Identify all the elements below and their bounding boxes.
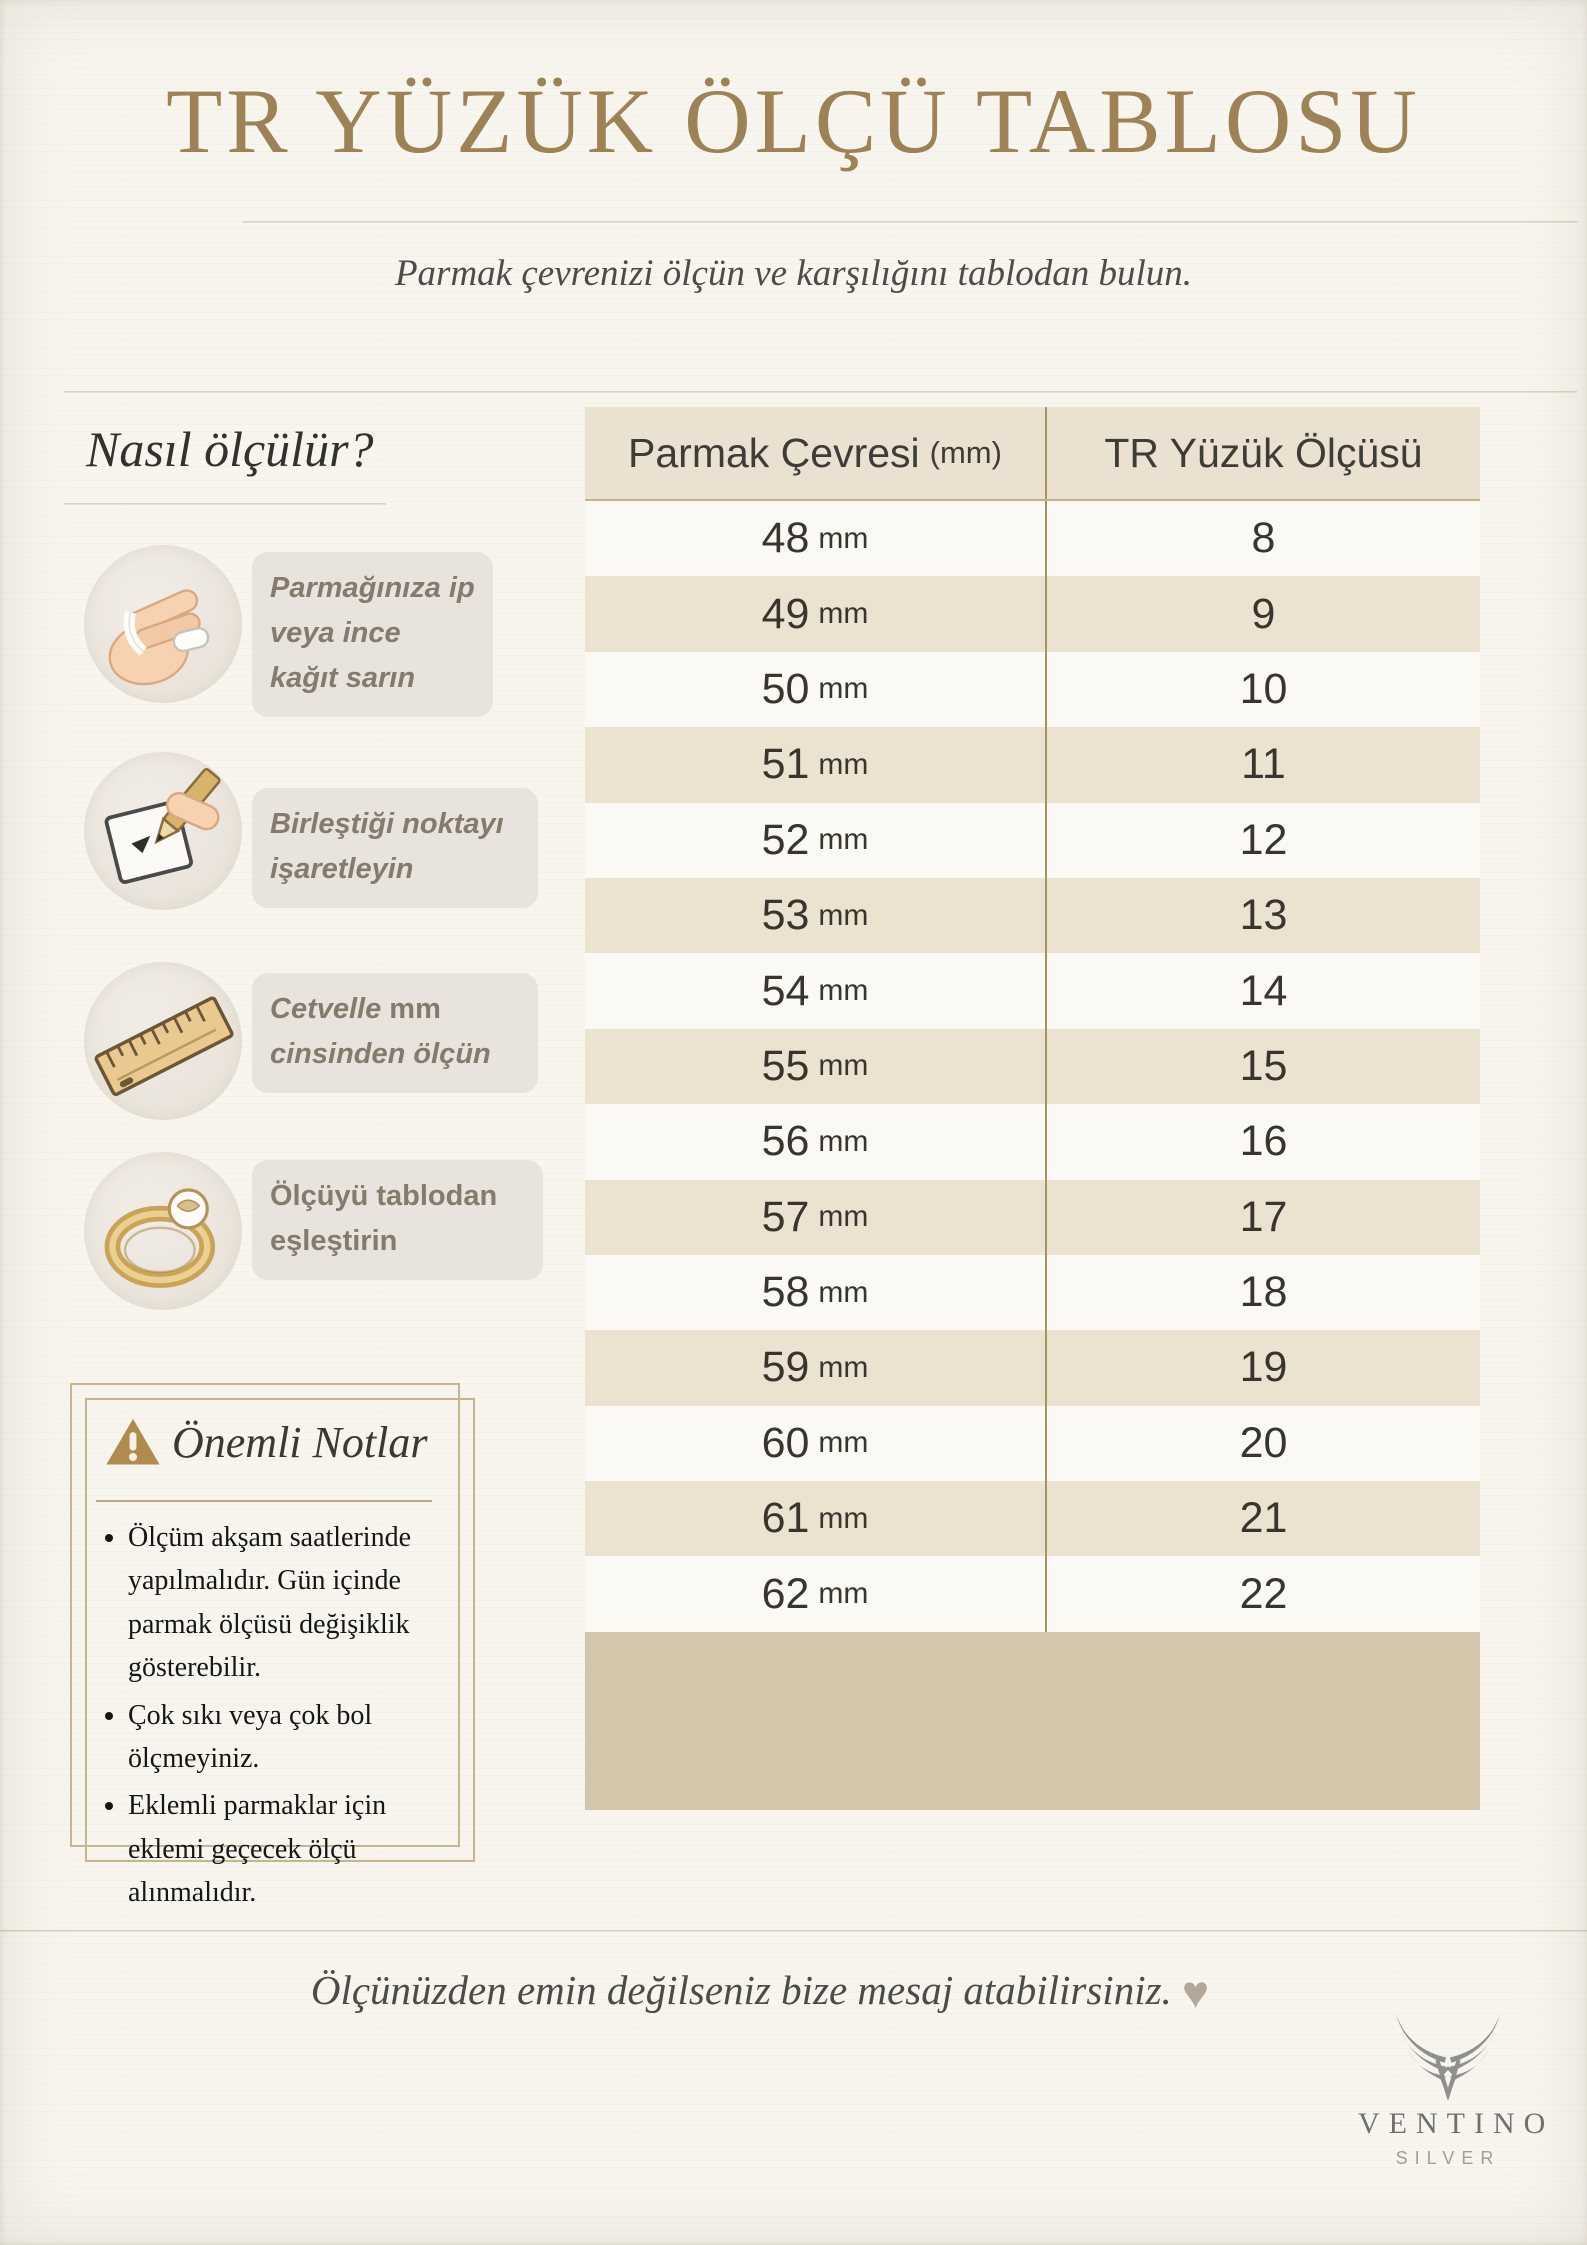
divider: [64, 391, 1577, 393]
circumference-cell: 53 mm: [585, 877, 1047, 954]
divider: [243, 221, 1577, 223]
page-title: TR YÜZÜK ÖLÇÜ TABLOSU: [166, 70, 1421, 172]
notes-box-inner-frame: [85, 1398, 475, 1862]
ring-size-cell: 13: [1239, 891, 1288, 940]
circumference-cell: 50 mm: [585, 651, 1047, 728]
divider: [96, 1500, 432, 1502]
divider: [0, 1930, 1587, 1932]
table-header-row: Parmak Çevresi (mm) TR Yüzük Ölçüsü: [585, 407, 1480, 501]
table-row: 50 mm 10: [585, 651, 1480, 728]
heart-icon: ♥: [1181, 1967, 1210, 2018]
notes-heading: Önemli Notlar: [172, 1417, 428, 1467]
ring-size-cell: 20: [1239, 1418, 1288, 1467]
table-row: 56 mm 16: [585, 1104, 1480, 1180]
table-row: 53 mm 13: [585, 877, 1480, 954]
circumference-cell: 61 mm: [585, 1481, 1047, 1557]
circumference-cell: 62 mm: [585, 1556, 1047, 1632]
brand-name: VENTINO: [1358, 2107, 1555, 2140]
table-row: 52 mm 12: [585, 802, 1480, 878]
table-row: 57 mm 17: [585, 1179, 1480, 1255]
note-item: Çok sıkı veya çok bol ölçmeyiniz.: [128, 1694, 458, 1781]
size-table: Parmak Çevresi (mm) TR Yüzük Ölçüsü 48 mm …: [585, 407, 1480, 1810]
notes-header: Önemli Notlar: [104, 1416, 427, 1468]
circumference-cell: 49 mm: [585, 576, 1047, 652]
ring-size-cell: 12: [1239, 815, 1288, 864]
note-item: Eklemli parmaklar için eklemi geçecek öl…: [128, 1784, 458, 1914]
note-item: Ölçüm akşam saatlerinde yapılmalıdır. Gü…: [128, 1516, 458, 1690]
howto-heading: Nasıl ölçülür?: [86, 421, 374, 477]
pencil-mark-icon: [84, 752, 242, 910]
circumference-cell: 60 mm: [585, 1405, 1047, 1482]
step-label: Ölçüyü tablodan eşleştirin: [252, 1160, 543, 1280]
brand-logo: VENTINO SILVER: [1358, 2000, 1555, 2169]
divider: [64, 503, 386, 505]
table-row: 51 mm 11: [585, 727, 1480, 803]
table-row: 58 mm 18: [585, 1254, 1480, 1331]
table-row: 55 mm 15: [585, 1028, 1480, 1105]
circumference-cell: 56 mm: [585, 1104, 1047, 1180]
table-row: 49 mm 9: [585, 576, 1480, 652]
ring-size-cell: 14: [1239, 966, 1288, 1015]
circumference-cell: 59 mm: [585, 1330, 1047, 1406]
ring-size-cell: 22: [1239, 1569, 1288, 1618]
wings-logo-icon: [1396, 2013, 1500, 2102]
hand-wrap-icon: [84, 545, 242, 703]
footer-message: Ölçünüzden emin değilseniz bize mesaj at…: [310, 1967, 1210, 2018]
table-row: 61 mm 21: [585, 1481, 1480, 1557]
circumference-cell: 57 mm: [585, 1179, 1047, 1255]
ring-size-cell: 11: [1241, 740, 1286, 789]
ring-size-cell: 8: [1251, 514, 1276, 563]
ring-size-cell: 15: [1239, 1041, 1288, 1090]
ring-size-cell: 9: [1251, 589, 1276, 638]
circumference-cell: 51 mm: [585, 727, 1047, 803]
circumference-cell: 58 mm: [585, 1254, 1047, 1331]
ring-size-cell: 19: [1239, 1343, 1288, 1392]
table-row: 62 mm 22: [585, 1556, 1480, 1632]
circumference-cell: 48 mm: [585, 501, 1047, 577]
ruler-icon: [84, 962, 242, 1120]
table-bottom-band: [585, 1631, 1480, 1810]
notes-box-outer-frame: [70, 1383, 460, 1847]
ring-size-cell: 16: [1239, 1117, 1288, 1166]
table-row: 54 mm 14: [585, 953, 1480, 1029]
ring-size-cell: 17: [1239, 1192, 1288, 1241]
step-label: Parmağınıza ip veya ince kağıt sarın: [252, 552, 493, 717]
table-row: 48 mm 8: [585, 501, 1480, 577]
circumference-cell: 55 mm: [585, 1028, 1047, 1105]
step-label: Birleştiği noktayı işaretleyin: [252, 788, 538, 908]
ring-size-cell: 10: [1239, 664, 1288, 713]
circumference-cell: 54 mm: [585, 953, 1047, 1029]
ring-size-cell: 18: [1239, 1268, 1288, 1317]
step-label: Cetvelle mm cinsinden ölçün: [252, 973, 538, 1093]
ring-size-cell: 21: [1239, 1494, 1288, 1543]
table-header-ring-size: TR Yüzük Ölçüsü: [1104, 429, 1423, 476]
page-subtitle: Parmak çevrenizi ölçün ve karşılığını ta…: [394, 253, 1193, 294]
brand-subname: SILVER: [1395, 2148, 1501, 2168]
table-row: 59 mm 19: [585, 1330, 1480, 1406]
warning-triangle-icon: [106, 1418, 160, 1465]
table-header-finger-circumference: Parmak Çevresi (mm): [585, 407, 1047, 499]
ring-icon: [84, 1152, 242, 1310]
notes-list: Ölçüm akşam saatlerinde yapılmalıdır. Gü…: [98, 1516, 458, 1919]
circumference-cell: 52 mm: [585, 802, 1047, 878]
table-row: 60 mm 20: [585, 1405, 1480, 1482]
table-body: 48 mm 8 49 mm 9 50 mm 10 51 mm: [585, 501, 1480, 1632]
